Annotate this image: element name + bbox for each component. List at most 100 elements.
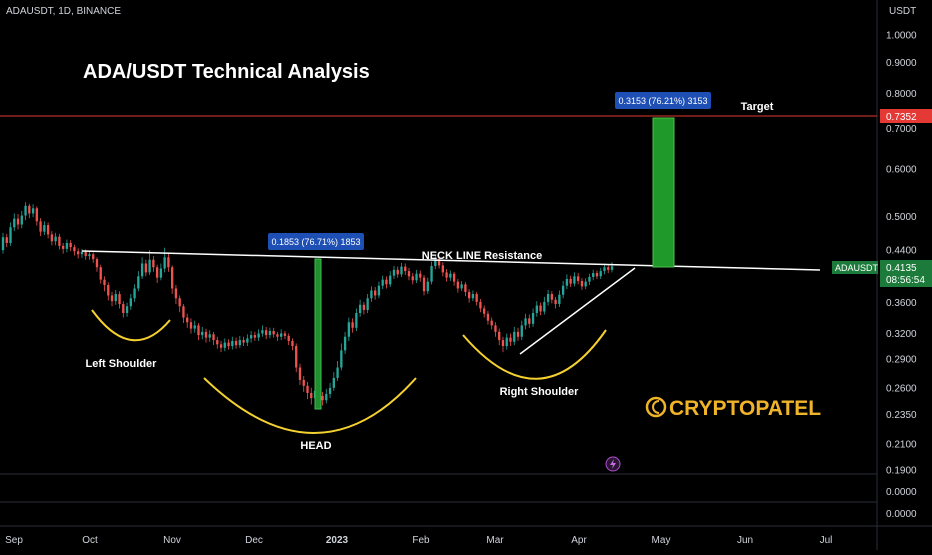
lightning-icon[interactable]	[605, 456, 621, 472]
target-measure-bar[interactable]	[652, 117, 675, 268]
head-measure-bar[interactable]	[314, 258, 322, 410]
time-tick-4: 2023	[326, 535, 349, 546]
candle	[328, 382, 332, 399]
candle	[178, 295, 181, 313]
candle	[242, 336, 245, 347]
price-tick-2: 0.8000	[886, 89, 917, 100]
candle	[182, 304, 185, 324]
candle	[197, 323, 200, 341]
price-axis[interactable]: 1.0000 0.9000 0.8000 0.7000 0.6000 0.5000 0.44…	[886, 31, 917, 477]
candle	[528, 314, 531, 328]
candle	[441, 262, 444, 277]
candle	[419, 270, 422, 282]
candle	[464, 282, 467, 297]
time-axis[interactable]: Sep Oct Nov Dec 2023 Feb Mar Apr May Jun Jul	[5, 535, 832, 546]
candle	[163, 247, 166, 273]
candle	[411, 273, 414, 285]
candle	[219, 340, 223, 353]
candle	[13, 213, 16, 232]
right-shoulder-label: Right Shoulder	[500, 386, 580, 398]
candle	[392, 265, 396, 279]
indicator-value-1: 0.0000	[886, 487, 917, 498]
candle	[498, 328, 501, 346]
candle	[65, 239, 69, 253]
candle	[561, 280, 565, 299]
candle	[174, 285, 178, 305]
candle	[505, 333, 508, 350]
candle	[599, 267, 602, 279]
right-shoulder-curve	[462, 329, 607, 380]
price-tick-7: 0.3600	[886, 298, 917, 309]
target-price-tag	[880, 109, 932, 123]
symbol-label: ADAUSDT, 1D, BINANCE	[6, 6, 122, 17]
candle	[347, 317, 351, 341]
currency-label: USDT	[889, 6, 916, 17]
candle	[550, 291, 554, 304]
candle	[479, 298, 482, 313]
candle	[460, 280, 463, 292]
candle	[554, 296, 557, 309]
candle	[452, 271, 456, 286]
candle	[607, 264, 610, 274]
candle	[61, 242, 65, 254]
candle	[31, 204, 35, 218]
candle	[291, 338, 294, 351]
candle	[20, 210, 23, 229]
candle	[588, 273, 591, 286]
candle	[216, 336, 219, 349]
candle	[456, 278, 460, 293]
candle	[467, 289, 471, 303]
candle	[404, 263, 407, 276]
candle	[212, 331, 215, 346]
candle	[287, 333, 290, 346]
candle	[152, 256, 155, 272]
candle	[193, 320, 196, 333]
candle	[558, 290, 561, 308]
candle	[238, 335, 241, 348]
candle	[483, 305, 486, 318]
rising-trendline[interactable]	[519, 267, 636, 355]
candle	[88, 251, 91, 260]
price-tick-8: 0.3200	[886, 329, 917, 340]
candle	[306, 381, 309, 400]
symbol-tag-text: ADAUSDT	[835, 263, 879, 273]
candle	[366, 294, 369, 313]
candle	[321, 391, 324, 406]
candle	[231, 336, 234, 350]
candle	[471, 290, 475, 302]
candle	[137, 271, 140, 292]
candle	[298, 363, 302, 385]
candle	[325, 388, 328, 404]
price-tick-12: 0.2100	[886, 439, 917, 450]
candle	[159, 263, 163, 281]
candle	[430, 261, 433, 285]
candle	[302, 376, 305, 392]
candle	[24, 202, 27, 221]
candle	[276, 331, 279, 341]
candle	[257, 329, 260, 341]
candle	[396, 266, 399, 278]
candle	[531, 308, 535, 327]
candle	[103, 276, 106, 292]
candle	[343, 331, 347, 354]
candle	[374, 287, 377, 300]
candle	[268, 327, 272, 339]
chart-title: ADA/USDT Technical Analysis	[83, 61, 370, 83]
price-tick-11: 0.2350	[886, 410, 917, 421]
neckline[interactable]	[81, 250, 821, 271]
candle	[524, 313, 527, 330]
candle	[171, 265, 174, 295]
candle	[148, 250, 151, 276]
candle	[486, 310, 490, 325]
candle	[129, 294, 132, 310]
price-tick-1: 0.9000	[886, 58, 917, 69]
candle	[595, 270, 599, 279]
candle	[35, 206, 38, 226]
candle	[310, 387, 313, 405]
candle	[77, 248, 80, 259]
candle	[535, 301, 538, 317]
candle	[201, 326, 204, 340]
